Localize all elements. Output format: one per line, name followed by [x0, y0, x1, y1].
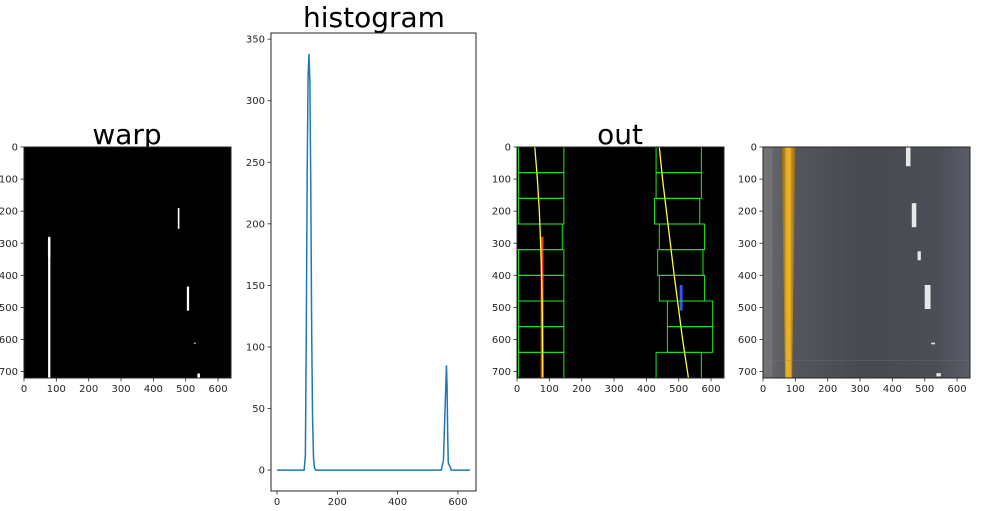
x-tick-label: 0 — [21, 384, 27, 395]
x-tick-label: 100 — [540, 384, 559, 395]
x-tick-label: 100 — [786, 384, 805, 395]
y-tick-label: 150 — [246, 281, 265, 292]
x-tick-label: 300 — [111, 384, 130, 395]
out-search-windows — [517, 147, 714, 378]
out-fit-lines — [534, 147, 690, 378]
histogram-frame — [270, 32, 477, 492]
x-tick-label: 200 — [79, 384, 98, 395]
y-tick-label: 600 — [738, 335, 757, 346]
color-warp-panel: 0 100 200 300 400 500 600 0 100 200 300 400 500 600 7… — [738, 143, 971, 395]
histogram-x-ticks: 0 200 400 600 — [274, 491, 467, 508]
warp-title: warp — [92, 118, 161, 151]
warp-lane-pixels — [47, 207, 200, 378]
y-tick-label: 500 — [0, 303, 18, 314]
out-y-ticks: 0 100 200 300 400 500 600 700 — [492, 143, 517, 378]
y-tick-label: 100 — [492, 175, 511, 186]
x-tick-label: 500 — [176, 384, 195, 395]
x-tick-label: 500 — [915, 384, 934, 395]
y-tick-label: 0 — [259, 466, 265, 477]
x-tick-label: 600 — [448, 497, 467, 508]
y-tick-label: 400 — [0, 271, 18, 282]
y-tick-label: 200 — [246, 219, 265, 230]
y-tick-label: 350 — [246, 35, 265, 46]
color-warp-y-ticks: 0 100 200 300 400 500 600 700 — [738, 143, 763, 378]
color-warp-image — [763, 147, 970, 378]
x-tick-label: 200 — [572, 384, 591, 395]
histogram-panel: histogram 0 200 400 600 0 50 100 150 200 250 300 3… — [246, 1, 477, 508]
y-tick-label: 300 — [0, 239, 18, 250]
x-tick-label: 400 — [637, 384, 656, 395]
x-tick-label: 600 — [209, 384, 228, 395]
right-lane-pixels — [679, 284, 683, 311]
out-image — [517, 147, 724, 378]
left-search-window — [518, 351, 565, 378]
x-tick-label: 400 — [144, 384, 163, 395]
y-tick-label: 0 — [12, 143, 18, 154]
y-tick-label: 200 — [738, 207, 757, 218]
y-tick-label: 700 — [0, 367, 18, 378]
lane-pixel-segment — [186, 286, 190, 311]
x-tick-label: 0 — [514, 384, 520, 395]
y-tick-label: 0 — [751, 143, 757, 154]
right-fit-line — [658, 147, 690, 378]
lane-pixel-segment — [193, 342, 196, 344]
warp-panel: warp 0 100 200 300 400 500 600 0 100 200 300 400 50… — [0, 118, 232, 395]
x-tick-label: 600 — [702, 384, 721, 395]
x-tick-label: 0 — [760, 384, 766, 395]
x-tick-label: 100 — [47, 384, 66, 395]
right-search-window — [655, 351, 702, 378]
lane-pixel-segment — [48, 236, 51, 378]
x-tick-label: 400 — [883, 384, 902, 395]
y-tick-label: 100 — [246, 342, 265, 353]
lane-pixel-segment — [47, 238, 51, 258]
y-tick-label: 100 — [0, 175, 18, 186]
x-tick-label: 500 — [669, 384, 688, 395]
x-tick-label: 0 — [274, 497, 280, 508]
color-warp-frame — [762, 146, 971, 379]
y-tick-label: 500 — [738, 303, 757, 314]
histogram-y-ticks: 0 50 100 150 200 250 300 350 — [246, 35, 271, 477]
x-tick-label: 400 — [388, 497, 407, 508]
y-tick-label: 300 — [246, 96, 265, 107]
y-tick-label: 600 — [492, 335, 511, 346]
histogram-title: histogram — [303, 1, 445, 34]
y-tick-label: 700 — [492, 367, 511, 378]
warp-y-ticks: 0 100 200 300 400 500 600 700 — [0, 143, 24, 378]
y-tick-label: 0 — [505, 143, 511, 154]
y-tick-label: 50 — [252, 404, 265, 415]
y-tick-label: 300 — [738, 239, 757, 250]
x-tick-label: 200 — [818, 384, 837, 395]
x-tick-label: 200 — [328, 497, 347, 508]
lane-pixel-segment — [197, 373, 200, 378]
y-tick-label: 600 — [0, 335, 18, 346]
white-lane-dashes — [905, 147, 941, 377]
warp-image — [24, 147, 231, 378]
left-fit-line — [534, 147, 544, 378]
warp-frame — [23, 146, 232, 379]
y-tick-label: 200 — [492, 207, 511, 218]
y-tick-label: 400 — [738, 271, 757, 282]
x-tick-label: 300 — [604, 384, 623, 395]
out-frame — [516, 146, 725, 379]
x-tick-label: 300 — [850, 384, 869, 395]
x-tick-label: 600 — [948, 384, 967, 395]
color-warp-x-ticks: 0 100 200 300 400 500 600 — [760, 378, 967, 395]
y-tick-label: 500 — [492, 303, 511, 314]
out-title: out — [597, 118, 643, 151]
out-panel: out 0 100 200 300 400 500 600 0 100 200 300 400 500… — [492, 118, 725, 395]
histogram-series-line — [277, 53, 470, 471]
y-tick-label: 700 — [738, 367, 757, 378]
y-tick-label: 400 — [492, 271, 511, 282]
y-tick-label: 300 — [492, 239, 511, 250]
lane-pixel-segment — [177, 207, 180, 229]
y-tick-label: 100 — [738, 175, 757, 186]
y-tick-label: 200 — [0, 207, 18, 218]
y-tick-label: 250 — [246, 158, 265, 169]
warp-x-ticks: 0 100 200 300 400 500 600 — [21, 378, 228, 395]
out-x-ticks: 0 100 200 300 400 500 600 — [514, 378, 721, 395]
